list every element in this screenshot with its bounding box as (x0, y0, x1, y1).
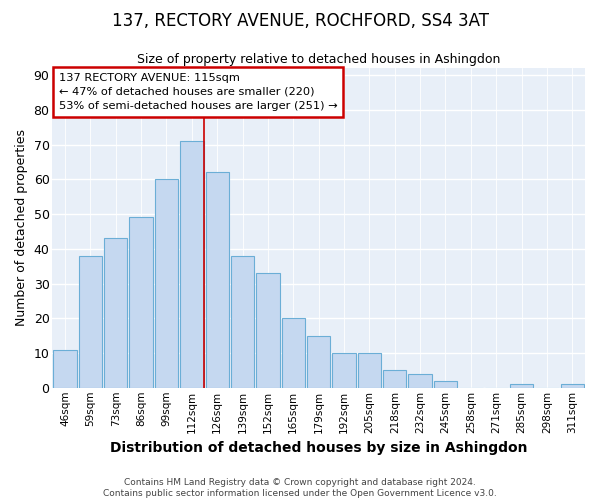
Bar (206, 172, 229, 388)
Title: Size of property relative to detached houses in Ashingdon: Size of property relative to detached ho… (137, 52, 500, 66)
Bar (332, 353, 356, 388)
Bar (281, 318, 305, 388)
Bar (130, 218, 153, 388)
Bar (358, 353, 381, 388)
Bar (383, 370, 406, 388)
Bar (53, 350, 77, 388)
X-axis label: Distribution of detached houses by size in Ashingdon: Distribution of detached houses by size … (110, 441, 527, 455)
Y-axis label: Number of detached properties: Number of detached properties (15, 130, 28, 326)
Text: 137 RECTORY AVENUE: 115sqm
← 47% of detached houses are smaller (220)
53% of sem: 137 RECTORY AVENUE: 115sqm ← 47% of deta… (59, 73, 337, 111)
Bar (104, 238, 127, 388)
Bar (307, 336, 331, 388)
Bar (79, 256, 102, 388)
Bar (409, 374, 432, 388)
Bar (560, 384, 584, 388)
Bar (231, 256, 254, 388)
Text: Contains HM Land Registry data © Crown copyright and database right 2024.
Contai: Contains HM Land Registry data © Crown c… (103, 478, 497, 498)
Bar (256, 273, 280, 388)
Text: 137, RECTORY AVENUE, ROCHFORD, SS4 3AT: 137, RECTORY AVENUE, ROCHFORD, SS4 3AT (112, 12, 488, 30)
Bar (180, 141, 203, 388)
Bar (434, 381, 457, 388)
Bar (510, 384, 533, 388)
Bar (155, 180, 178, 388)
